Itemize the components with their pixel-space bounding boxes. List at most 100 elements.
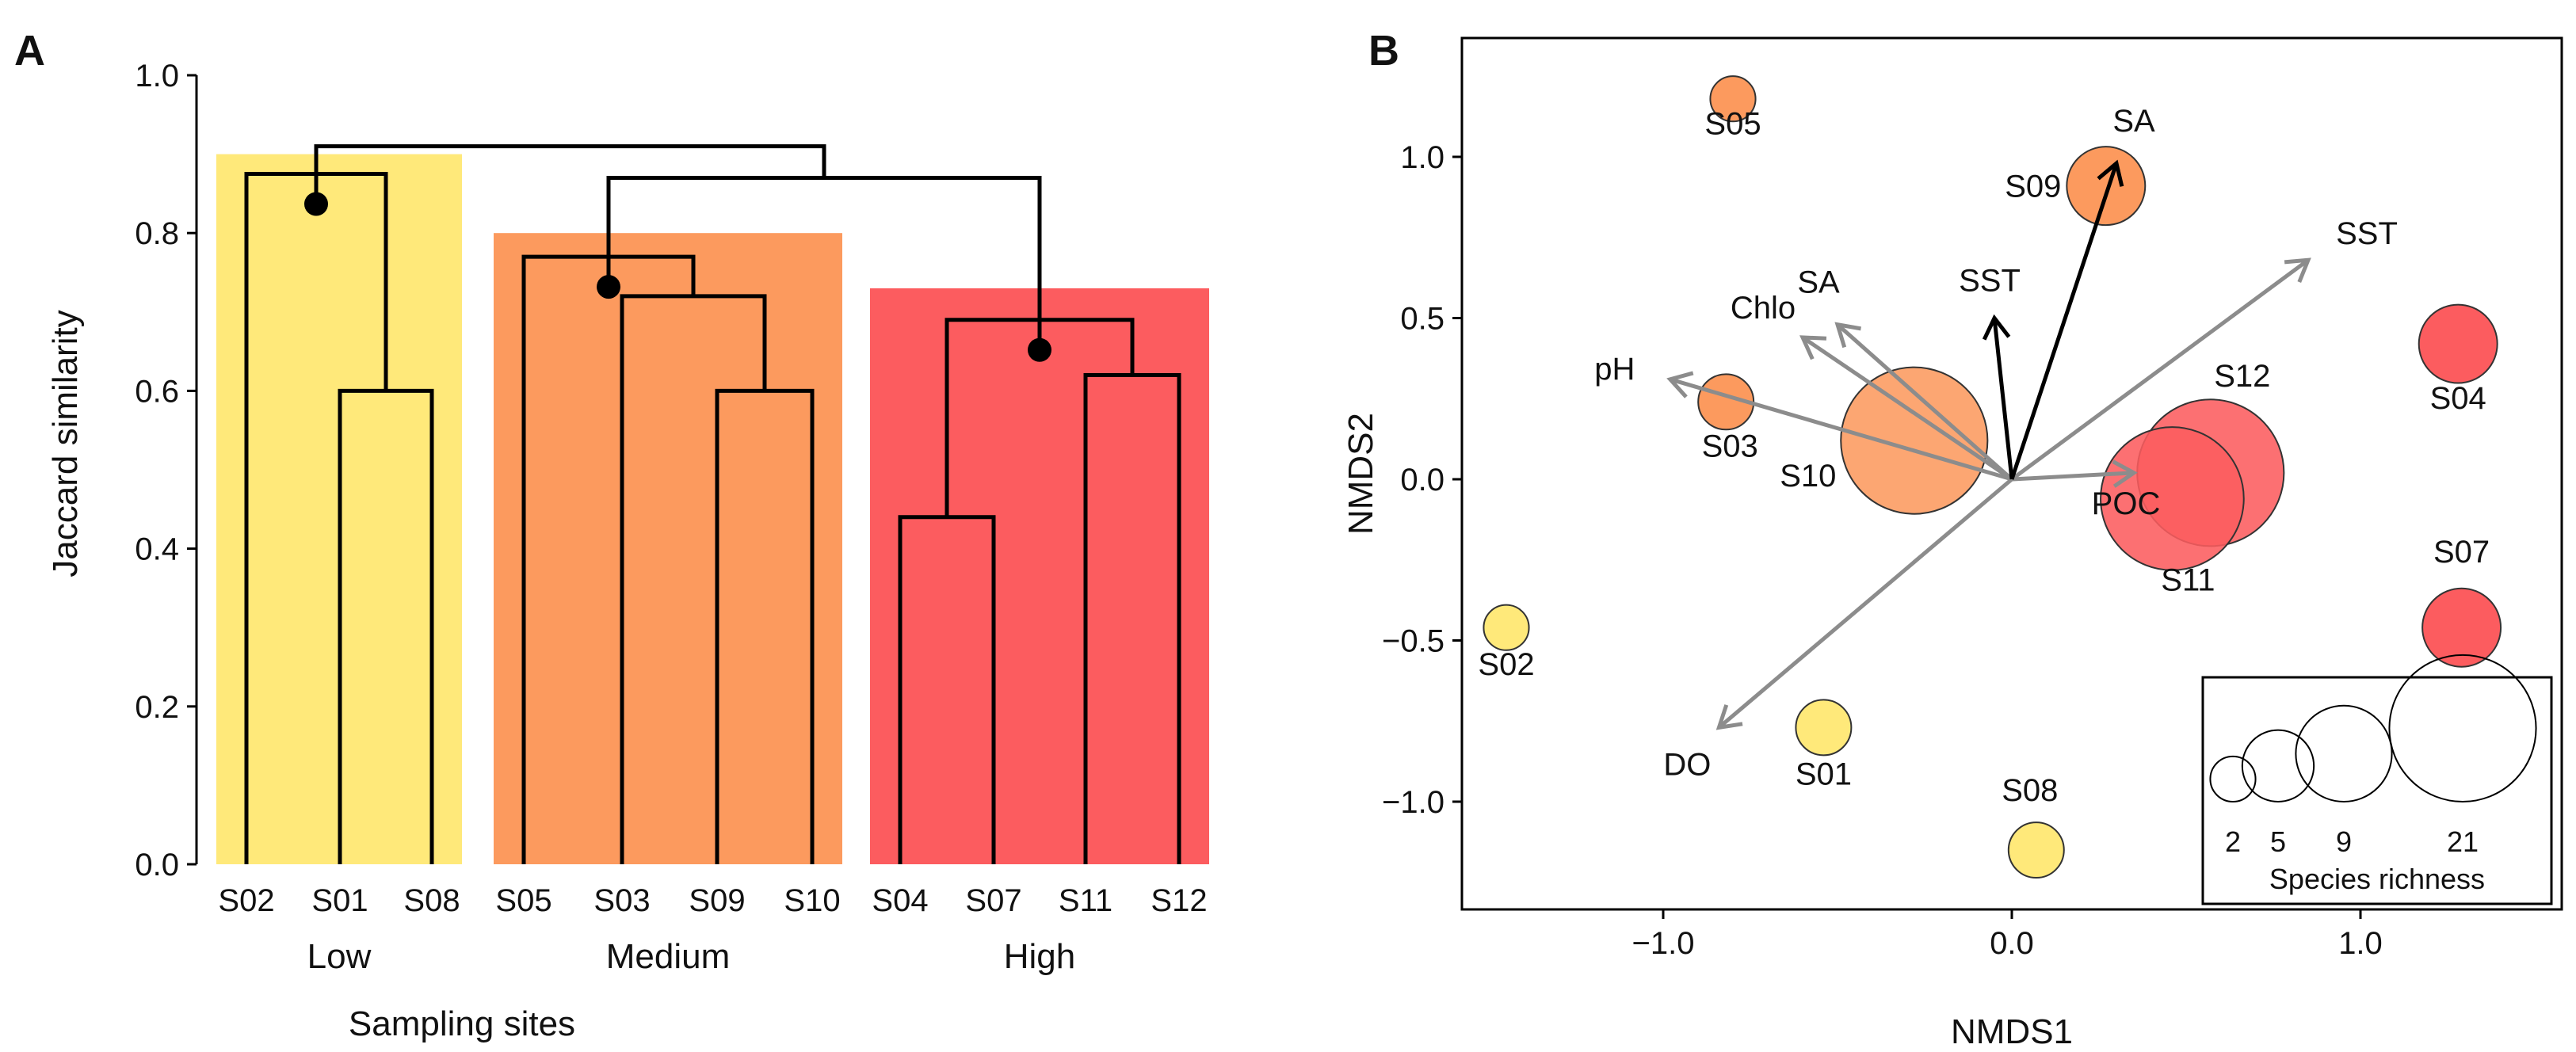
site-point-s11 [2100,426,2245,571]
legend-value-2: 2 [2225,825,2241,858]
vector-arrowhead [2112,459,2138,488]
leaf-label-s03: S03 [593,883,650,918]
legend-value-9: 9 [2336,825,2352,858]
vector-label-poc: POC [2092,486,2161,521]
leaf-label-s05: S05 [495,883,551,918]
legend-box [2201,676,2553,905]
legend-circle-2 [2209,755,2257,802]
x-tick-label-b: 0.0 [1990,926,2034,961]
site-label-s04: S04 [2430,381,2486,416]
leaf-label-s12: S12 [1151,883,1207,918]
y-tick-label-a: 0.2 [135,690,179,725]
x-axis-title-b: NMDS1 [1951,1012,2073,1051]
axes-b: −1.0 −0.5 0.0 0.5 1.0 −1.0 0.0 1.0 [1382,140,2383,961]
site-point-s10 [1840,366,1989,515]
group-rect-high [870,288,1209,864]
vector-arrowhead [1834,322,1861,349]
leaf-label-s09: S09 [689,883,745,918]
panel-label-a: A [14,27,45,74]
y-axis-a: 0.0 0.2 0.4 0.6 0.8 1.0 [135,59,198,882]
site-label-s01: S01 [1796,757,1852,791]
tree-branch [314,144,826,178]
site-label-s12: S12 [2214,359,2270,394]
vector-line-sst [1992,318,2014,480]
vector-label-ph: pH [1594,352,1635,387]
vector-line-sa [2009,162,2119,480]
y-tick-label-a: 0.8 [135,216,179,251]
legend-circle-21 [2388,654,2537,802]
panel-label-b: B [1368,27,1399,74]
leaf-label-s02: S02 [218,883,274,918]
vector-line-poc [2011,471,2135,482]
y-axis-title-b: NMDS2 [1341,413,1380,535]
vector-label-chlo: Chlo [1731,291,1796,326]
site-point-s01 [1795,699,1853,757]
vector-line-sa [1836,322,2013,481]
leaf-label-s08: S08 [403,883,460,918]
site-point-s05 [1709,75,1757,123]
y-tick-label-b: 0.5 [1400,302,1444,337]
leaf-label-s10: S10 [784,883,840,918]
site-point-s02 [1483,604,1530,651]
group-label-medium: Medium [606,937,731,976]
vector-arrowhead [2284,257,2311,283]
panel-a-dendrogram: A 0.00.20.40.60.81.0 S02 S01 S08 S05 S03 S09 S… [14,27,1209,1043]
legend-circle-9 [2295,704,2393,803]
vector-arrowhead [1715,704,1743,730]
richness-legend: 2 5 9 21 Species richness [2201,654,2553,905]
vector-label-sa: SA [1797,265,1840,300]
group-label-high: High [1004,937,1076,976]
vector-arrowhead [1982,314,2011,341]
legend-circle-5 [2241,729,2315,802]
y-tick-label-a: 0.0 [135,848,179,882]
site-label-s11: S11 [2161,562,2215,597]
group-labels: Low Medium High [307,937,1076,976]
panel-b-nmds: B −1.0 −0.5 0.0 0.5 1.0 −1.0 0.0 1.0 S05 S09 S03 S… [1341,27,2563,1051]
leaf-label-s11: S11 [1059,883,1112,918]
y-tick-label-b: 0.0 [1400,463,1444,497]
vector-label-sst: SST [1959,264,2021,299]
y-tick-label-a: 1.0 [135,59,179,93]
vector-label-sst: SST [2336,216,2398,251]
y-tick-label-a: 0.6 [135,374,179,409]
group-rects [216,154,1209,865]
x-tick-label-b: 1.0 [2338,926,2383,961]
vector-label-do: DO [1663,747,1711,782]
leaf-label-s04: S04 [872,883,928,918]
y-axis-title-a: Jaccard similarity [46,310,85,577]
legend-title: Species richness [2269,863,2485,895]
group-label-low: Low [307,937,372,976]
site-label-s05: S05 [1704,107,1761,142]
leaf-labels: S02 S01 S08 S05 S03 S09 S10 S04 S07 S11 S12 [218,883,1207,918]
site-point-s09 [2066,146,2147,227]
vector-arrowhead [1799,335,1827,360]
vector-label-sa: SA [2112,104,2155,139]
vector-line-ph [1670,377,2013,482]
site-points: S05 S09 S03 S10 S12 S11 S04 S07 S02 S01 S08 [1478,75,2502,879]
leaf-label-s07: S07 [965,883,1021,918]
site-point-s08 [2007,821,2065,879]
leaf-label-s01: S01 [311,883,368,918]
vector-line-chlo [1801,335,2013,482]
site-label-s03: S03 [1702,429,1758,463]
group-rect-medium [494,233,842,864]
vector-line-sst [2010,258,2310,482]
y-tick-label-b: −0.5 [1382,624,1444,659]
legend-value-21: 21 [2447,825,2479,858]
vector-arrowhead [2097,159,2124,187]
y-tick-label-b: 1.0 [1400,140,1444,175]
y-tick-label-b: −1.0 [1382,785,1444,820]
site-label-s09: S09 [2005,170,2061,204]
site-point-s04 [2418,303,2498,384]
site-label-s07: S07 [2433,535,2490,570]
vector-line-do [1717,478,2013,730]
dendrogram-tree [244,144,1181,864]
legend-value-5: 5 [2270,825,2286,858]
site-label-s02: S02 [1478,647,1534,682]
site-label-s08: S08 [2002,773,2058,808]
vector-arrowhead [1666,371,1694,398]
x-tick-label-b: −1.0 [1632,926,1695,961]
site-point-s07 [2421,587,2502,668]
